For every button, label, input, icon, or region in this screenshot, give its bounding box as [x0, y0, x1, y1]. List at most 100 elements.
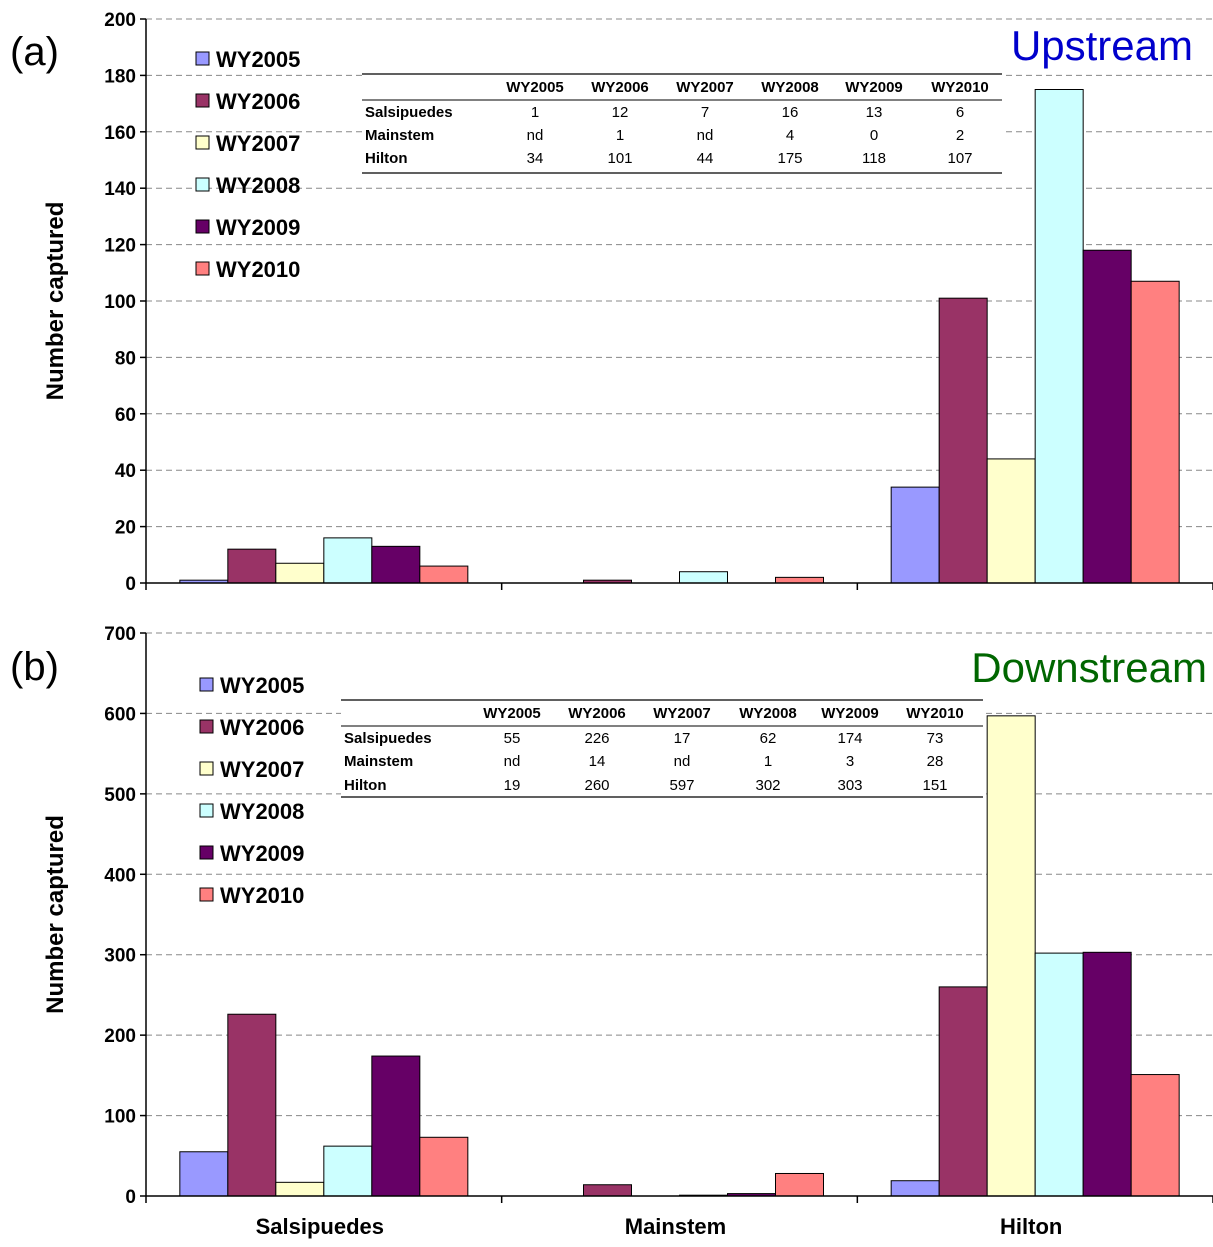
y-tick-label: 200	[104, 10, 136, 31]
corner-label: Upstream	[1011, 22, 1193, 69]
table-cell: 174	[837, 730, 862, 747]
table-cell: 101	[607, 150, 632, 167]
table-cell: nd	[504, 753, 521, 770]
y-tick-label: 120	[104, 236, 136, 257]
table-row-label: Hilton	[365, 150, 408, 167]
table-cell: 107	[947, 150, 972, 167]
bar-hilton-wy2010	[1130, 280, 1180, 584]
bar-hilton-wy2005	[890, 486, 940, 584]
bar-hilton-wy2008	[1034, 89, 1084, 584]
table-cell: 16	[782, 104, 799, 121]
legend-label: WY2010	[216, 257, 300, 282]
bar-salsipuedes-wy2006	[227, 1013, 277, 1197]
table-cell: 62	[760, 730, 777, 747]
legend-label: WY2009	[216, 215, 300, 240]
table-cell: 597	[669, 777, 694, 794]
legend-label: WY2009	[220, 841, 304, 866]
bar-hilton-wy2007	[986, 458, 1036, 584]
table-cell: nd	[697, 127, 714, 144]
table-cell: 13	[866, 104, 883, 121]
table-row-label: Salsipuedes	[344, 730, 432, 747]
panel-label: (b)	[10, 645, 59, 689]
table-row-label: Mainstem	[344, 753, 413, 770]
y-axis-title: Number captured	[42, 815, 69, 1014]
table-cell: 34	[527, 150, 544, 167]
legend-swatch	[199, 887, 214, 902]
table-cell: 260	[584, 777, 609, 794]
table-row-label: Mainstem	[365, 127, 434, 144]
table-row-label: Hilton	[344, 777, 387, 794]
y-tick-label: 40	[115, 461, 136, 482]
table-column-header: WY2008	[739, 705, 797, 722]
bar-hilton-wy2006	[938, 986, 988, 1197]
table-cell: 226	[584, 730, 609, 747]
y-tick-label: 300	[104, 946, 136, 967]
legend-label: WY2005	[216, 47, 300, 72]
corner-label: Downstream	[971, 644, 1207, 691]
bar-hilton-wy2009	[1082, 249, 1132, 584]
legend-label: WY2008	[220, 799, 304, 824]
table-cell: 1	[764, 753, 772, 770]
chart-panel-downstream: 0 100 200 300 400 500 600 700 Salsipuedes Mainste…	[10, 624, 1213, 1239]
legend-swatch	[199, 803, 214, 818]
y-tick-label: 20	[115, 518, 136, 539]
y-tick-label: 700	[104, 624, 136, 645]
table-cell: 3	[846, 753, 854, 770]
legend-swatch	[195, 135, 210, 150]
bar-hilton-wy2006	[938, 297, 988, 584]
table-column-header: WY2005	[483, 705, 541, 722]
y-tick-label: 180	[104, 66, 136, 87]
table-column-header: WY2007	[676, 79, 734, 96]
y-tick-label: 600	[104, 704, 136, 725]
table-column-header: WY2010	[906, 705, 964, 722]
bar-mainstem-wy2010	[775, 576, 824, 584]
table-cell: 1	[616, 127, 624, 144]
panel-label: (a)	[10, 30, 59, 74]
y-tick-label: 100	[104, 1107, 136, 1128]
y-tick-label: 160	[104, 123, 136, 144]
table-column-header: WY2006	[591, 79, 649, 96]
legend-label: WY2005	[220, 673, 304, 698]
bar-hilton-wy2007	[986, 715, 1036, 1197]
table-cell: 118	[862, 150, 886, 167]
legend-swatch	[195, 177, 210, 192]
legend-swatch	[199, 845, 214, 860]
legend-label: WY2007	[220, 757, 304, 782]
table-column-header: WY2006	[568, 705, 626, 722]
data-table-background	[341, 700, 983, 797]
table-cell: nd	[674, 753, 691, 770]
y-tick-label: 500	[104, 785, 136, 806]
bar-salsipuedes-wy2009	[371, 545, 421, 584]
legend-label: WY2007	[216, 131, 300, 156]
table-cell: 151	[922, 777, 947, 794]
y-tick-label: 80	[115, 348, 136, 369]
bar-salsipuedes-wy2005	[179, 1151, 229, 1197]
legend-swatch	[195, 261, 210, 276]
y-tick-label: 0	[125, 1187, 136, 1208]
y-tick-label: 100	[104, 292, 136, 313]
table-cell: 73	[927, 730, 944, 747]
bar-salsipuedes-wy2009	[371, 1055, 421, 1197]
table-cell: 302	[755, 777, 780, 794]
y-tick-label: 60	[115, 405, 136, 426]
bar-salsipuedes-wy2007	[275, 1181, 325, 1197]
table-column-header: WY2005	[506, 79, 564, 96]
bar-hilton-wy2008	[1034, 952, 1084, 1197]
legend-swatch	[199, 761, 214, 776]
legend-swatch	[199, 677, 214, 692]
y-tick-label: 200	[104, 1026, 136, 1047]
bar-salsipuedes-wy2006	[227, 548, 277, 584]
legend-label: WY2006	[216, 89, 300, 114]
legend-label: WY2010	[220, 883, 304, 908]
table-column-header: WY2009	[845, 79, 903, 96]
table-cell: 4	[786, 127, 794, 144]
table-row-label: Salsipuedes	[365, 104, 453, 121]
table-column-header: WY2008	[761, 79, 819, 96]
table-cell: 19	[504, 777, 521, 794]
x-category-label: Hilton	[1000, 1214, 1062, 1239]
legend-swatch	[195, 93, 210, 108]
bar-salsipuedes-wy2007	[275, 562, 325, 584]
table-cell: nd	[527, 127, 544, 144]
table-cell: 7	[701, 104, 709, 121]
